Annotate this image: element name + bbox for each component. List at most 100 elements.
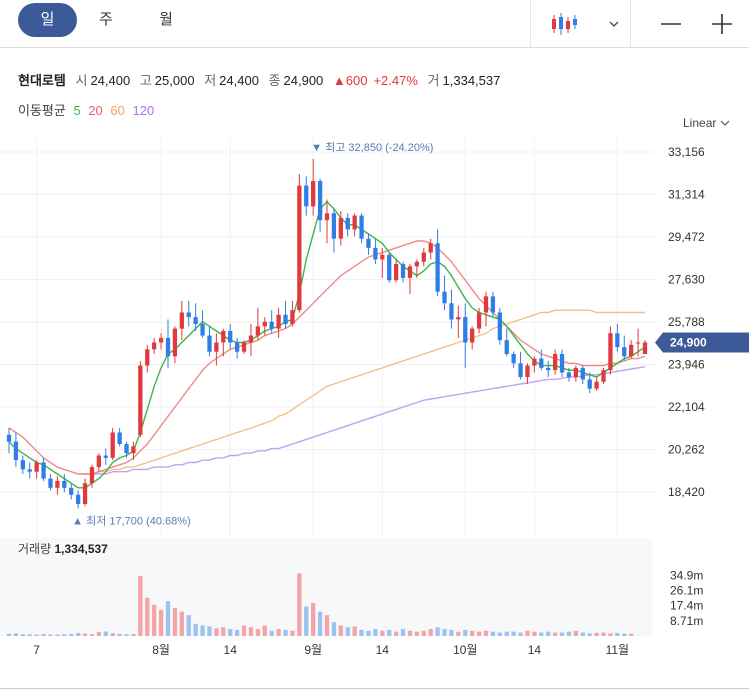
candle — [172, 326, 178, 364]
candle — [601, 367, 606, 385]
volume-bar — [428, 629, 433, 636]
ma20-line — [8, 240, 646, 475]
price-chart[interactable]: 33,156 31,314 29,472 27,630 25,788 23,946 22,1… — [0, 130, 749, 670]
candle-body — [331, 213, 337, 239]
candle — [6, 427, 12, 454]
tab-week[interactable]: 주 — [99, 11, 113, 28]
candle-body — [48, 478, 53, 488]
volume-bar — [594, 632, 599, 636]
candle-body — [110, 432, 115, 458]
candle-body — [629, 344, 634, 357]
candle — [428, 238, 433, 260]
volume-bar — [393, 631, 399, 636]
candle — [89, 464, 95, 488]
candle — [573, 365, 579, 382]
zoom-out-button[interactable] — [655, 0, 687, 47]
candle-body — [573, 367, 579, 378]
candle — [69, 483, 74, 500]
y-tick-label: 27,630 — [668, 273, 705, 287]
candle — [359, 213, 364, 244]
volume-bar — [41, 634, 46, 636]
candle — [511, 351, 516, 368]
candle-body — [511, 354, 516, 364]
candle — [248, 324, 254, 357]
candle-body — [449, 303, 454, 320]
volume-bar — [566, 631, 572, 636]
candle-body — [214, 342, 219, 352]
candle-body — [165, 337, 171, 357]
candle-body — [158, 337, 164, 343]
candle-body — [172, 328, 178, 357]
candle-body — [69, 487, 74, 495]
volume-bar — [435, 627, 440, 636]
candle — [387, 252, 392, 283]
candle — [324, 199, 330, 244]
candle — [622, 335, 627, 361]
volume-bar — [359, 629, 364, 636]
candle-body — [393, 264, 399, 281]
candle — [373, 238, 378, 265]
candle-body — [75, 494, 81, 504]
candle-body — [580, 367, 585, 380]
y-tick-label: 31,314 — [668, 188, 705, 202]
min-price-annotation: ▲ 최저 17,700 (40.68%) — [72, 515, 191, 528]
volume-bar — [518, 632, 523, 636]
candle-body — [297, 185, 302, 311]
candle-body — [27, 469, 32, 472]
candle — [34, 460, 39, 479]
candle — [414, 259, 420, 278]
scale-mode: Linear — [683, 116, 717, 130]
candle — [62, 474, 67, 493]
candle-body — [324, 213, 330, 221]
candle — [82, 478, 88, 507]
tab-day[interactable]: 일 — [18, 3, 77, 37]
volume-title: 거래량 1,334,537 — [18, 542, 108, 556]
candle-body — [96, 455, 102, 468]
price-change-pct: +2.47% — [373, 73, 418, 88]
zoom-in-button[interactable] — [706, 0, 738, 47]
candle-body — [345, 217, 350, 230]
candle-body — [248, 335, 254, 343]
volume-bar — [421, 630, 426, 636]
candle — [456, 305, 461, 338]
candle-body — [539, 358, 544, 368]
volume-bar — [456, 631, 461, 636]
candle-body — [41, 462, 46, 479]
candle — [20, 455, 25, 475]
candle-body — [241, 342, 247, 352]
candle-body — [642, 342, 648, 355]
candle-body — [20, 460, 25, 470]
candle-body — [497, 312, 502, 341]
candle-body — [546, 367, 551, 371]
volume-bar — [138, 575, 143, 636]
volume-bar — [539, 632, 544, 636]
candle — [559, 349, 565, 378]
volume-bar — [62, 634, 67, 636]
volume-bar — [573, 630, 579, 636]
y-tick-label: 25,788 — [668, 315, 705, 329]
candle — [580, 365, 585, 385]
candle — [532, 356, 537, 373]
chart-type-button[interactable] — [540, 0, 630, 47]
tab-month[interactable]: 월 — [159, 11, 173, 28]
volume-bar — [110, 633, 115, 636]
volume-bar — [483, 630, 489, 636]
volume-bar — [504, 631, 509, 636]
ma120-line — [92, 366, 646, 475]
candle — [518, 351, 523, 380]
candle-body — [359, 215, 364, 239]
scale-selector[interactable]: Linear — [683, 116, 730, 130]
candle-body — [124, 444, 129, 454]
candle — [214, 333, 219, 366]
candle-body — [601, 370, 606, 382]
volume-bar — [6, 633, 12, 636]
candle-body — [608, 333, 613, 371]
candle — [41, 457, 46, 481]
y-tick-label: 18,420 — [668, 485, 705, 499]
volume-bar — [124, 634, 129, 636]
candle-body — [414, 261, 420, 267]
candle-body — [483, 296, 489, 313]
candle — [504, 328, 509, 357]
volume-bar — [145, 597, 150, 636]
candle — [262, 317, 267, 336]
